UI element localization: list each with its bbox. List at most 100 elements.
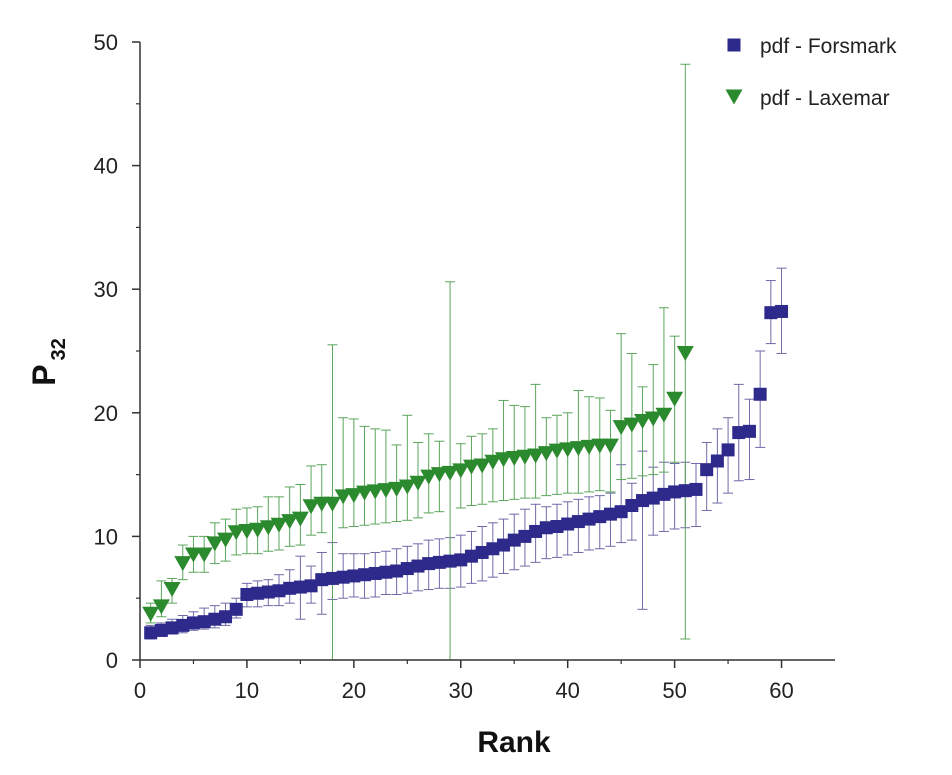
point-pdf-laxemar <box>334 489 352 505</box>
x-axis-title: Rank <box>477 726 551 759</box>
x-tick-label: 20 <box>342 678 366 703</box>
point-pdf-forsmark <box>625 499 639 512</box>
x-tick-label: 40 <box>555 678 579 703</box>
point-pdf-laxemar <box>644 411 662 427</box>
point-pdf-laxemar <box>377 483 395 499</box>
point-pdf-laxemar <box>655 407 673 423</box>
point-pdf-forsmark <box>657 487 671 501</box>
axes <box>139 42 835 661</box>
point-pdf-forsmark <box>775 304 789 318</box>
point-pdf-laxemar <box>206 536 224 552</box>
point-pdf-laxemar <box>174 556 192 572</box>
point-pdf-forsmark <box>325 571 339 585</box>
point-pdf-forsmark <box>497 538 511 552</box>
point-pdf-laxemar <box>484 454 502 470</box>
point-pdf-forsmark <box>689 482 703 496</box>
legend-item-pdf-laxemar: pdf - Laxemar <box>725 87 890 110</box>
point-pdf-forsmark <box>550 520 564 534</box>
point-pdf-forsmark <box>165 621 179 635</box>
point-pdf-forsmark <box>251 586 265 600</box>
legend-marker-pdf-laxemar <box>725 89 743 105</box>
svg-text:P32: P 32 <box>26 338 70 386</box>
point-pdf-laxemar <box>152 599 170 615</box>
y-axis-title-subscript: 32 <box>48 338 70 360</box>
point-pdf-laxemar <box>601 438 619 454</box>
point-pdf-forsmark <box>240 587 254 601</box>
point-pdf-forsmark <box>208 612 222 626</box>
point-pdf-forsmark <box>336 570 350 584</box>
errorbar-pdf-laxemar <box>658 307 669 473</box>
point-pdf-laxemar <box>142 606 160 622</box>
errorbar-pdf-laxemar <box>338 417 349 529</box>
point-pdf-laxemar <box>366 484 384 500</box>
point-pdf-laxemar <box>580 439 598 455</box>
point-pdf-laxemar <box>537 446 555 462</box>
point-pdf-forsmark <box>464 549 478 563</box>
point-pdf-laxemar <box>591 438 609 454</box>
point-pdf-forsmark <box>144 626 158 640</box>
x-tick-label: 10 <box>235 678 259 703</box>
point-pdf-laxemar <box>473 458 491 474</box>
y-tick-label: 30 <box>94 277 118 302</box>
point-pdf-forsmark <box>176 618 190 632</box>
point-pdf-forsmark <box>347 569 361 583</box>
point-pdf-laxemar <box>302 499 320 515</box>
errorbar-pdf-laxemar <box>626 352 637 479</box>
point-pdf-forsmark <box>443 554 457 568</box>
y-axis-title-main: P <box>26 364 62 385</box>
point-pdf-forsmark <box>283 581 297 595</box>
errorbar-pdf-laxemar <box>530 383 541 499</box>
point-pdf-laxemar <box>184 547 202 563</box>
point-pdf-laxemar <box>238 523 256 539</box>
point-pdf-forsmark <box>507 533 521 547</box>
legend: pdf - Forsmark pdf - Laxemar <box>725 35 897 110</box>
point-pdf-forsmark <box>293 580 307 594</box>
errorbar-pdf-laxemar <box>498 399 509 502</box>
point-pdf-forsmark <box>571 515 585 529</box>
point-pdf-laxemar <box>569 441 587 457</box>
x-tick-label: 0 <box>134 678 146 703</box>
point-pdf-laxemar <box>313 496 331 512</box>
point-pdf-laxemar <box>281 514 299 530</box>
point-pdf-laxemar <box>323 496 341 512</box>
point-pdf-forsmark <box>646 491 660 505</box>
point-pdf-forsmark <box>229 602 243 616</box>
errorbar-pdf-laxemar <box>616 333 627 481</box>
y-tick-label: 0 <box>106 648 118 673</box>
point-pdf-laxemar <box>666 391 684 407</box>
point-pdf-forsmark <box>422 557 436 571</box>
point-pdf-forsmark <box>742 424 756 438</box>
y-axis-title: P 32 <box>26 338 70 386</box>
point-pdf-laxemar <box>634 413 652 429</box>
point-pdf-forsmark <box>368 566 382 580</box>
point-pdf-forsmark <box>678 484 692 498</box>
point-pdf-laxemar <box>356 485 374 501</box>
legend-marker-pdf-forsmark <box>727 38 741 52</box>
point-pdf-laxemar <box>505 451 523 467</box>
point-pdf-forsmark <box>432 555 446 569</box>
errorbar-pdf-forsmark <box>701 441 712 511</box>
point-pdf-forsmark <box>518 529 532 543</box>
errorbar-pdf-laxemar <box>637 386 648 477</box>
point-pdf-laxemar <box>623 417 641 433</box>
point-pdf-forsmark <box>454 553 468 567</box>
point-pdf-laxemar <box>548 443 566 459</box>
point-pdf-laxemar <box>612 420 630 436</box>
errorbar-pdf-forsmark <box>744 398 755 481</box>
point-pdf-laxemar <box>676 345 694 361</box>
legend-item-pdf-forsmark: pdf - Forsmark <box>727 35 897 58</box>
point-pdf-forsmark <box>593 510 607 524</box>
errorbar-pdf-laxemar <box>348 418 359 528</box>
point-pdf-forsmark <box>400 562 414 576</box>
point-pdf-forsmark <box>486 542 500 556</box>
point-pdf-forsmark <box>219 610 233 624</box>
errorbar-pdf-laxemar <box>402 414 413 521</box>
point-pdf-forsmark <box>261 585 275 599</box>
point-pdf-laxemar <box>388 481 406 497</box>
x-tick-label: 50 <box>662 678 686 703</box>
point-pdf-forsmark <box>411 559 425 573</box>
errorbar-pdf-laxemar <box>359 425 370 526</box>
point-pdf-forsmark <box>614 505 628 519</box>
point-pdf-forsmark <box>154 623 168 637</box>
